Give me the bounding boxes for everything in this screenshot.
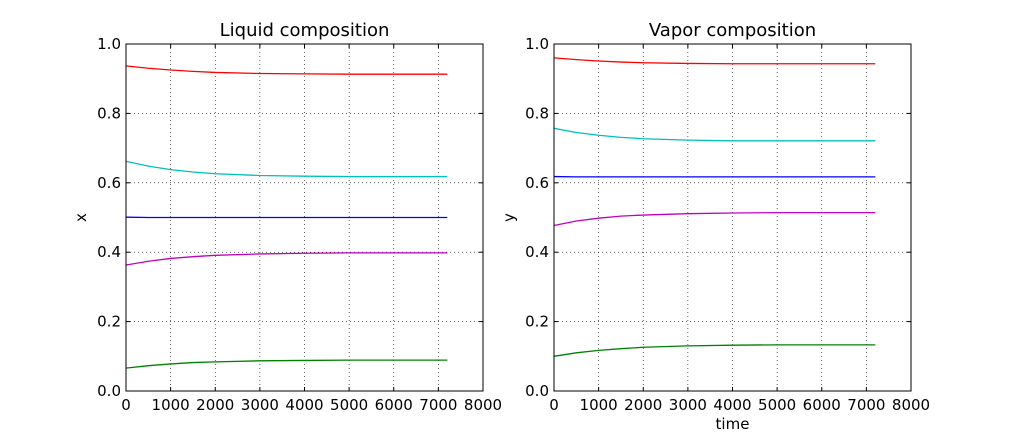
axes-frame — [553, 43, 912, 392]
y-tick-label: 1.0 — [97, 35, 121, 53]
axes-frame — [125, 43, 484, 392]
y-tick-label: 1.0 — [525, 35, 549, 53]
x-tick-label: 5000 — [330, 396, 368, 414]
series-line-3 — [125, 252, 448, 266]
x-tick-label: 4000 — [713, 396, 751, 414]
y-axis-label: x — [72, 213, 90, 222]
series-line-1 — [125, 160, 448, 178]
y-tick-label: 0.8 — [97, 104, 121, 122]
x-tick-label: 0 — [121, 396, 131, 414]
series-line-4 — [553, 344, 876, 357]
series-line-0 — [553, 57, 876, 65]
x-tick-label: 8000 — [892, 396, 930, 414]
x-tick-label: 4000 — [285, 396, 323, 414]
x-tick-label: 7000 — [419, 396, 457, 414]
x-tick-label: 0 — [549, 396, 559, 414]
y-tick-label: 0.2 — [525, 313, 549, 331]
y-axis-label: y — [500, 213, 518, 222]
y-tick-label: 0.0 — [97, 382, 121, 400]
x-tick-label: 2000 — [196, 396, 234, 414]
x-tick-label: 6000 — [803, 396, 841, 414]
x-tick-label: 6000 — [375, 396, 413, 414]
x-tick-label: 1000 — [580, 396, 618, 414]
x-tick-label: 5000 — [758, 396, 796, 414]
y-tick-label: 0.4 — [525, 243, 549, 261]
liquid-composition-panel: 0 1000 2000 3000 4000 5000 6000 7000 8000 0.0 0.2 0… — [72, 20, 502, 414]
series-line-0 — [125, 65, 448, 75]
series-line-3 — [553, 211, 876, 227]
y-tick-label: 0.2 — [97, 313, 121, 331]
y-tick-label: 0.8 — [525, 104, 549, 122]
x-tick-label: 7000 — [847, 396, 885, 414]
y-tick-label: 0.4 — [97, 243, 121, 261]
x-tick-label: 3000 — [241, 396, 279, 414]
y-tick-label: 0.6 — [525, 174, 549, 192]
x-axis-label: time — [716, 415, 750, 433]
plot-area — [554, 44, 911, 391]
x-tick-label: 1000 — [152, 396, 190, 414]
chart-title: Liquid composition — [220, 20, 390, 41]
chart-title: Vapor composition — [649, 20, 816, 41]
y-tick-label: 0.0 — [525, 382, 549, 400]
x-tick-label: 8000 — [464, 396, 502, 414]
series-line-4 — [125, 359, 448, 369]
x-tick-label: 3000 — [669, 396, 707, 414]
series-line-1 — [553, 127, 876, 142]
x-tick-label: 2000 — [624, 396, 662, 414]
y-tick-label: 0.6 — [97, 174, 121, 192]
vapor-composition-panel: 0 1000 2000 3000 4000 5000 6000 7000 8000 0.0 0.2 0… — [500, 20, 930, 433]
